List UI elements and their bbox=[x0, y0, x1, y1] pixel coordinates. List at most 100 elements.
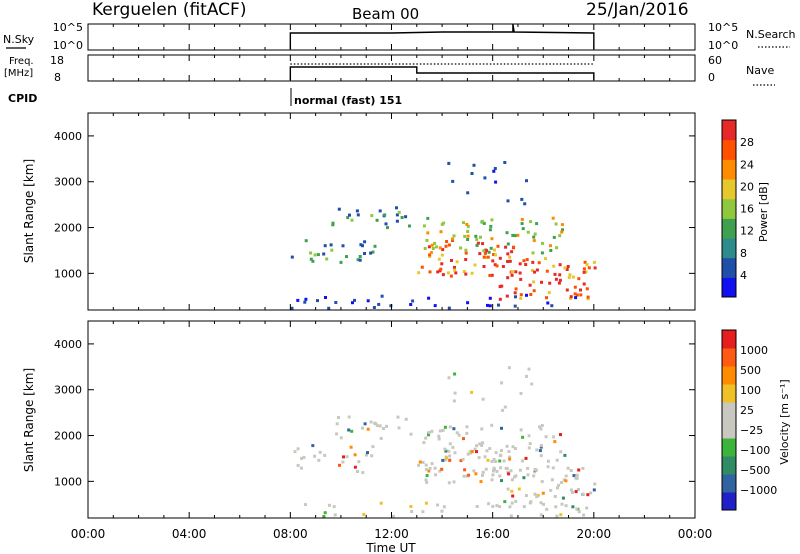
range-cell bbox=[568, 273, 572, 277]
range-cell bbox=[450, 259, 453, 262]
range-cell bbox=[526, 473, 530, 477]
range-cell bbox=[452, 399, 456, 403]
range-cell bbox=[480, 443, 484, 447]
range-cell bbox=[440, 262, 444, 266]
range-cell bbox=[528, 442, 532, 446]
range-cell bbox=[537, 261, 541, 265]
range-cell bbox=[341, 244, 345, 248]
range-cell bbox=[465, 425, 469, 429]
range-cell bbox=[437, 437, 441, 441]
range-cell bbox=[451, 179, 455, 183]
y-tick-label: 1000 bbox=[54, 475, 82, 488]
range-cell bbox=[363, 252, 366, 255]
range-cell bbox=[521, 227, 525, 231]
range-cell bbox=[356, 258, 360, 262]
range-cell bbox=[510, 489, 514, 493]
velocity-y-axis: 1000 2000 3000 4000 bbox=[54, 338, 695, 488]
range-cell bbox=[483, 251, 487, 255]
colorbar-frame bbox=[721, 119, 737, 298]
range-cell bbox=[522, 476, 526, 480]
colorbar-swatch bbox=[722, 218, 736, 239]
range-cell bbox=[371, 445, 375, 449]
range-cell bbox=[559, 513, 563, 517]
range-cell bbox=[478, 442, 482, 446]
range-cell bbox=[532, 280, 536, 284]
y-tick-label: 3000 bbox=[54, 176, 82, 189]
range-cell bbox=[304, 239, 308, 243]
colorbar-swatch bbox=[722, 420, 736, 439]
range-cell bbox=[553, 495, 557, 498]
range-cell bbox=[395, 206, 398, 210]
range-cell bbox=[520, 218, 524, 221]
colorbar-tick-label: 8 bbox=[740, 247, 747, 260]
range-cell bbox=[483, 455, 487, 459]
range-cell bbox=[494, 451, 498, 455]
range-cell bbox=[446, 271, 450, 275]
range-cell bbox=[522, 505, 526, 509]
range-cell bbox=[544, 435, 548, 439]
range-cell bbox=[361, 244, 364, 248]
range-cell bbox=[540, 280, 543, 284]
range-cell bbox=[582, 267, 586, 271]
range-cell bbox=[397, 210, 401, 214]
range-cell bbox=[514, 287, 518, 291]
range-cell bbox=[475, 237, 479, 241]
range-cell bbox=[444, 449, 448, 453]
range-cell bbox=[296, 463, 300, 467]
range-cell bbox=[383, 213, 387, 217]
range-cell bbox=[565, 268, 569, 271]
range-cell bbox=[511, 494, 515, 498]
range-cell bbox=[475, 505, 479, 508]
range-cell bbox=[533, 492, 537, 496]
range-cell bbox=[510, 273, 514, 277]
range-cell bbox=[434, 473, 438, 477]
range-cell bbox=[490, 423, 494, 427]
range-cell bbox=[366, 299, 370, 303]
range-cell bbox=[395, 219, 399, 223]
range-cell bbox=[304, 503, 307, 507]
range-cell bbox=[484, 467, 488, 471]
range-cell bbox=[555, 246, 559, 250]
range-cell bbox=[488, 296, 492, 300]
y-tick-label: 4000 bbox=[54, 338, 82, 351]
range-cell bbox=[316, 299, 319, 303]
range-cell bbox=[433, 466, 437, 470]
colorbar-swatch bbox=[722, 456, 736, 475]
range-cell bbox=[335, 422, 339, 426]
range-cell bbox=[581, 492, 585, 496]
range-cell bbox=[487, 250, 491, 254]
range-cell bbox=[585, 506, 589, 510]
range-cell bbox=[593, 266, 597, 270]
range-cell bbox=[396, 415, 400, 419]
range-cell bbox=[498, 505, 502, 509]
range-cell bbox=[531, 260, 535, 264]
colorbar-tick-label: 24 bbox=[740, 158, 754, 171]
range-cell bbox=[389, 304, 393, 308]
range-cell bbox=[500, 426, 503, 430]
range-cell bbox=[518, 468, 522, 472]
y-tick-label: 3000 bbox=[54, 384, 82, 397]
range-cell bbox=[507, 366, 511, 370]
range-cell bbox=[516, 233, 520, 237]
range-cell bbox=[417, 271, 421, 275]
range-cell bbox=[539, 513, 543, 517]
range-cell bbox=[451, 237, 454, 241]
y-tick-label: 4000 bbox=[54, 130, 82, 143]
range-cell bbox=[436, 270, 440, 274]
range-cell bbox=[494, 180, 498, 184]
range-cell bbox=[506, 260, 510, 263]
range-cell bbox=[347, 428, 351, 432]
range-cell bbox=[360, 426, 364, 430]
range-cell bbox=[448, 454, 452, 458]
range-cell bbox=[346, 216, 350, 220]
range-cell bbox=[335, 432, 339, 436]
velocity-colorbar-label: Velocity [m s⁻¹] bbox=[778, 379, 791, 464]
range-cell bbox=[482, 265, 486, 268]
range-cell bbox=[481, 441, 485, 445]
cpid-label: CPID bbox=[8, 92, 37, 105]
range-cell bbox=[441, 458, 445, 462]
range-cell bbox=[566, 265, 570, 268]
range-cell bbox=[492, 253, 496, 256]
range-cell bbox=[510, 250, 514, 254]
range-cell bbox=[355, 209, 359, 213]
